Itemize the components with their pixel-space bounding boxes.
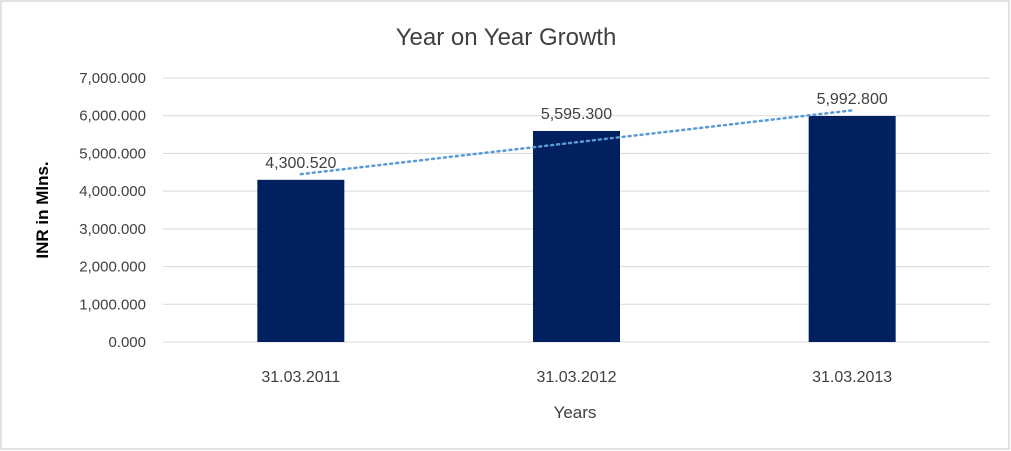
trendline	[299, 109, 854, 176]
y-tick-label: 5,000.000	[79, 145, 146, 162]
y-tick-label: 4,000.000	[79, 183, 146, 200]
y-tick-label: 6,000.000	[79, 108, 146, 125]
y-tick-label: 1,000.000	[79, 296, 146, 313]
x-tick-label: 31.03.2011	[261, 369, 340, 386]
y-tick-label: 7,000.000	[79, 70, 146, 87]
bar	[808, 115, 896, 342]
y-tick-label: 0.000	[108, 334, 146, 351]
data-label: 5,992.800	[817, 91, 888, 108]
data-label: 4,300.520	[265, 155, 336, 172]
data-label: 5,595.300	[541, 106, 612, 123]
x-tick-label: 31.03.2013	[812, 369, 892, 386]
bar	[257, 179, 345, 342]
y-tick-label: 3,000.000	[79, 221, 146, 238]
y-tick-label: 2,000.000	[79, 259, 146, 276]
bar	[533, 130, 620, 342]
y-axis-label: INR in Mlns.	[33, 161, 52, 258]
x-axis-label: Years	[554, 403, 597, 422]
x-tick-label: 31.03.2012	[536, 369, 616, 386]
chart-title: Year on Year Growth	[396, 24, 617, 51]
